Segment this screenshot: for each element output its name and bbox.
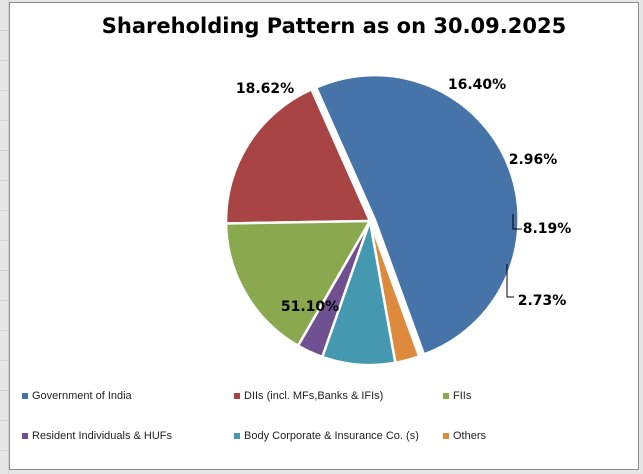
data-label-body-corporate-insurance: 8.19% (523, 221, 572, 237)
leader-line-others (506, 264, 514, 298)
pie-slice-fiis[interactable] (224, 219, 373, 348)
data-label-resident-individuals-hufs: 2.96% (509, 152, 558, 168)
sheet-gridline (0, 180, 8, 181)
pie-slice-diis[interactable] (224, 87, 372, 225)
sheet-gridline (8, 0, 9, 474)
sheet-gridline (0, 150, 8, 151)
data-label-government-of-india: 51.10% (281, 299, 339, 315)
sheet-gridline (0, 330, 8, 331)
sheet-gridline (0, 60, 8, 61)
sheet-gridline (0, 360, 8, 361)
sheet-gridline (0, 300, 8, 301)
sheet-gridline (0, 120, 8, 121)
sheet-gridline (0, 30, 8, 31)
data-label-fiis: 16.40% (448, 77, 506, 93)
sheet-gridline (0, 210, 8, 211)
sheet-gridline (0, 240, 8, 241)
data-label-others: 2.73% (518, 293, 567, 309)
pie-slice-others[interactable] (368, 220, 421, 365)
sheet-gridline (0, 390, 8, 391)
sheet-gridline (0, 450, 8, 451)
leader-line-body-corporate-insurance (512, 214, 522, 230)
data-label-diis: 18.62% (236, 81, 294, 97)
sheet-gridline (0, 270, 8, 271)
chart-title: Shareholding Pattern as on 30.09.2025 (101, 14, 567, 38)
pie-slice-government-of-india[interactable] (314, 73, 520, 357)
sheet-gridline (0, 420, 8, 421)
sheet-gridline (0, 90, 8, 91)
